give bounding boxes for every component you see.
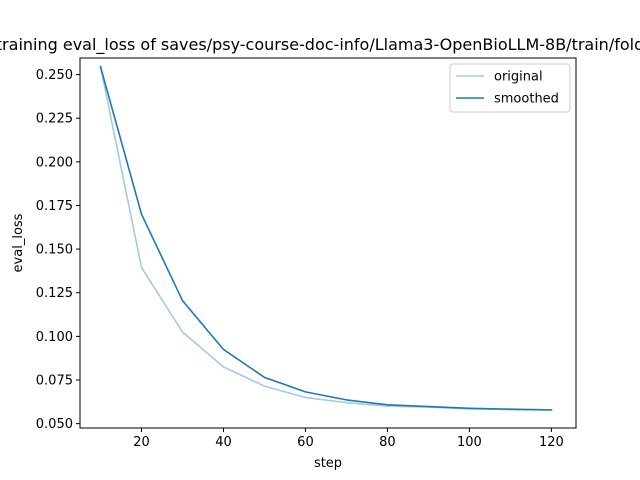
series-line-smoothed (99, 65, 553, 411)
x-tick-label: 120 (539, 435, 564, 450)
y-tick-label: 0.225 (36, 112, 73, 127)
plot-background (80, 58, 576, 428)
legend: original smoothed (449, 63, 571, 113)
x-axis-label: step (314, 456, 342, 471)
y-tick-label: 0.150 (36, 243, 73, 258)
legend-label-smoothed: smoothed (494, 92, 559, 107)
x-tick-label: 60 (297, 435, 314, 450)
y-tick-label: 0.200 (36, 155, 73, 170)
legend-label-original: original (494, 70, 543, 85)
chart-title: training eval_loss of saves/psy-course-d… (0, 35, 640, 55)
series-layer (99, 65, 553, 411)
x-tick-label: 80 (379, 435, 396, 450)
y-tick-label: 0.050 (36, 417, 73, 432)
y-tick-label: 0.175 (36, 199, 73, 214)
x-axis-ticks: 20 40 60 80 100 120 (133, 428, 564, 450)
plot-area (80, 58, 576, 428)
y-axis-label: eval_loss (11, 213, 26, 272)
plot-frame (79, 57, 577, 429)
x-tick-label: 40 (215, 435, 232, 450)
x-tick-label: 100 (457, 435, 482, 450)
x-tick-label: 20 (133, 435, 150, 450)
y-tick-label: 0.125 (36, 286, 73, 301)
y-axis-ticks: 0.050 0.075 0.100 0.125 0.150 0.175 0.200 0.225… (36, 68, 80, 432)
y-tick-label: 0.100 (36, 330, 73, 345)
y-tick-label: 0.250 (36, 68, 73, 83)
y-tick-label: 0.075 (36, 374, 73, 389)
